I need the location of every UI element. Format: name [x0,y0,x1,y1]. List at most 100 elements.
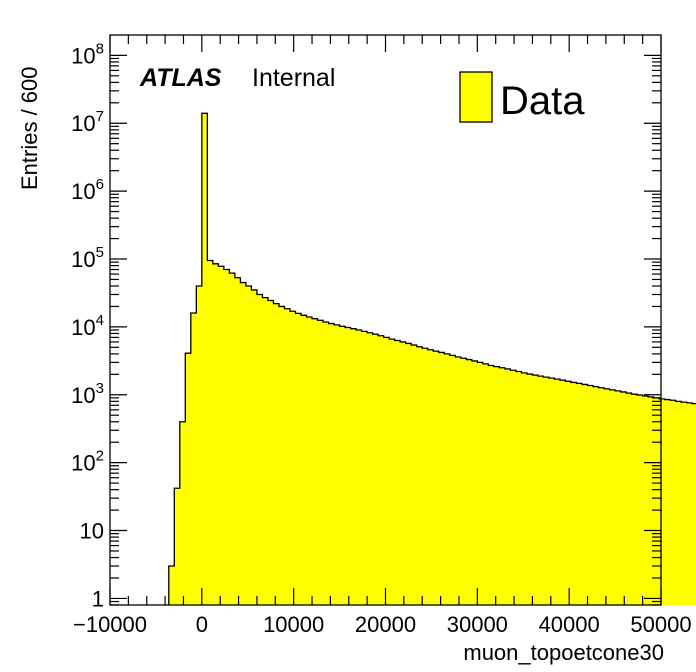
histogram-bar [328,323,335,605]
y-tick-label: 108 [71,40,104,68]
histogram-bar [521,372,528,605]
histogram-bar [306,316,313,605]
histogram-bar [394,340,401,605]
y-axis-tick-labels: 1 10 102 103 104 105 106 107 108 [71,40,104,611]
atlas-label: ATLAS [139,64,222,92]
histogram-bar [648,396,655,605]
histogram-bar [449,355,456,605]
histogram-bar [482,363,489,605]
histogram-bar [460,358,467,605]
histogram-bar [598,387,605,605]
histogram-bar [576,383,583,605]
y-tick-label: 105 [71,244,104,272]
y-tick-label: 107 [71,108,104,136]
histogram-bar [631,394,638,605]
y-axis-title: Entries / 600 [17,66,42,190]
histogram-bar [438,352,445,605]
y-tick-label: 106 [71,176,104,204]
histogram-bar [234,277,241,605]
histogram-bar [383,337,390,605]
histogram-bar [278,306,285,605]
x-tick-label: 10000 [263,612,324,637]
histogram-bar [537,376,544,605]
histogram-bar [510,370,517,605]
histogram-bar [201,113,208,605]
histogram-bar [378,335,385,605]
histogram-bar [466,359,473,605]
histogram-bar [356,330,363,605]
histogram-bar [256,294,263,605]
histogram-bars [168,113,696,605]
histogram-bar [626,393,633,605]
histogram-bar [526,374,533,605]
histogram-bar [323,322,329,605]
x-axis-ticks [109,35,662,605]
y-tick-label: 1 [92,586,104,611]
histogram-bar [372,334,379,605]
histogram-bar [185,353,192,605]
histogram-bar [339,326,346,605]
histogram-bar [455,357,462,605]
histogram-bar [675,401,682,605]
histogram-bar [262,297,269,605]
histogram-bar [493,366,500,605]
histogram-bar [207,260,214,605]
histogram-bar [620,391,627,605]
histogram-bar [345,327,351,605]
histogram-bar [554,379,561,605]
histogram-bar [471,360,478,605]
histogram-bar [686,402,693,605]
histogram-bar [223,269,230,605]
legend-swatch-data [459,71,493,123]
histogram-bar [168,566,175,605]
histogram-bar [422,348,429,605]
histogram-bar [444,353,451,605]
histogram-bar [604,388,610,605]
histogram-bar [477,362,484,605]
histogram-bar [548,378,555,605]
histogram-bar [609,389,616,605]
histogram-bar [350,328,357,605]
histogram-bar [361,331,368,605]
histogram-bar [240,282,247,605]
x-axis-title: muon_topoetcone30 [463,640,664,665]
x-tick-label: 0 [196,612,208,637]
histogram-bar [659,398,666,605]
histogram-bar [543,377,550,605]
histogram-bar [637,395,644,605]
histogram-bar [212,263,219,605]
histogram-bar [653,397,660,605]
histogram-outline [168,112,696,605]
histogram-bar [267,300,274,605]
internal-label: Internal [252,64,335,92]
y-tick-label: 104 [71,312,104,340]
histogram-bar [218,266,225,605]
histogram-bar [273,303,280,605]
histogram-bar [174,488,181,605]
y-tick-label: 10 [80,519,104,544]
histogram-bar [317,320,324,605]
histogram-bar [571,382,577,605]
x-tick-label: 30000 [447,612,508,637]
histogram-bar [532,375,539,605]
histogram-bar [642,395,649,605]
histogram-bar [488,365,495,605]
histogram-bar [295,313,302,605]
histogram-bar [196,286,203,605]
histogram-bar [284,308,291,605]
histogram-bar [681,402,688,605]
x-tick-label: 50000 [630,612,691,637]
histogram-bar [400,341,407,605]
histogram-bar [670,400,677,605]
histogram-bar [190,313,197,605]
histogram-bar [692,403,696,605]
y-tick-label: 103 [71,380,104,408]
histogram-bar [334,324,340,605]
histogram-bar [499,367,506,605]
histogram-bar [559,380,566,605]
histogram-bar [615,390,621,605]
x-tick-label: −10000 [73,612,147,637]
x-tick-label: 40000 [539,612,600,637]
histogram-bar [405,343,412,605]
